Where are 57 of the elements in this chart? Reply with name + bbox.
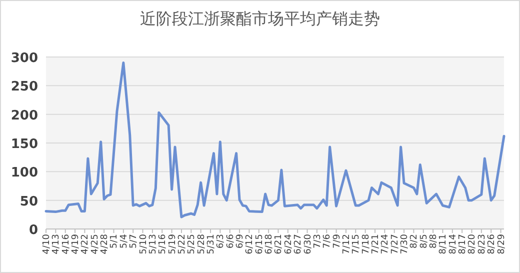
x-tick-label: 6/27 [294,234,304,254]
x-tick-label: 6/18 [264,234,275,254]
y-tick-label: 100 [10,166,38,181]
x-tick-label: 4/25 [90,234,100,254]
x-tick-label: 8/14 [448,234,458,254]
x-tick-label: 8/11 [438,234,449,254]
x-tick-label: 7/6 [322,234,333,248]
x-tick-label: 7/3 [312,234,323,248]
x-tick-label: 4/13 [52,234,62,254]
x-tick-label: 6/30 [303,234,314,254]
x-tick-label: 6/9 [236,234,246,248]
x-tick-label: 6/15 [254,234,265,254]
x-tick-label: 4/10 [42,234,52,254]
x-tick-label: 8/23 [477,234,488,254]
y-tick-label: 150 [10,137,38,152]
x-tick-label: 4/19 [71,234,82,254]
x-tick-label: 7/21 [370,234,381,254]
x-tick-label: 5/1 [110,234,120,248]
y-tick-label: 200 [10,108,38,124]
chart-title: 近阶段江浙聚酯市场平均产销走势 [140,9,380,28]
x-tick-label: 7/18 [361,234,372,254]
x-tick-label: 6/24 [284,234,294,254]
x-tick-label: 5/31 [206,234,216,254]
x-tick-label: 4/16 [61,234,72,254]
x-tick-label: 5/19 [168,234,178,254]
x-tick-label: 7/12 [342,234,352,254]
x-tick-label: 5/22 [177,234,188,254]
x-tick-label: 5/16 [158,234,168,254]
x-tick-label: 8/2 [410,234,420,248]
x-tick-label: 7/27 [390,234,400,254]
y-tick-label: 0 [28,223,38,238]
x-tick-label: 5/7 [129,234,140,248]
x-tick-label: 5/4 [119,234,130,248]
x-tick-label: 4/28 [100,234,110,254]
x-tick-label: 7/24 [380,234,391,254]
y-tick-label: 250 [10,80,38,95]
x-tick-label: 8/26 [487,234,498,254]
x-tick-label: 5/13 [148,234,158,254]
x-tick-label: 4/22 [80,234,91,254]
x-tick-label: 8/17 [458,234,468,254]
x-tick-label: 8/5 [419,234,430,248]
x-tick-label: 8/29 [496,234,507,254]
x-tick-label: 6/6 [226,234,236,248]
x-tick-label: 8/20 [468,234,478,254]
y-tick-label: 50 [20,194,38,210]
x-tick-label: 7/9 [332,234,342,248]
x-tick-label: 8/8 [429,234,440,248]
x-tick-label: 6/21 [274,234,284,254]
x-tick-label: 5/10 [138,234,149,254]
x-tick-label: 5/28 [196,234,207,254]
x-tick-label: 5/25 [187,234,198,254]
line-series [44,61,506,218]
x-tick-label: 6/12 [245,234,256,254]
x-tick-label: 6/3 [216,234,226,248]
y-tick-label: 300 [10,51,38,66]
x-tick-label: 7/30 [400,234,410,254]
x-tick-label: 7/15 [352,234,362,254]
